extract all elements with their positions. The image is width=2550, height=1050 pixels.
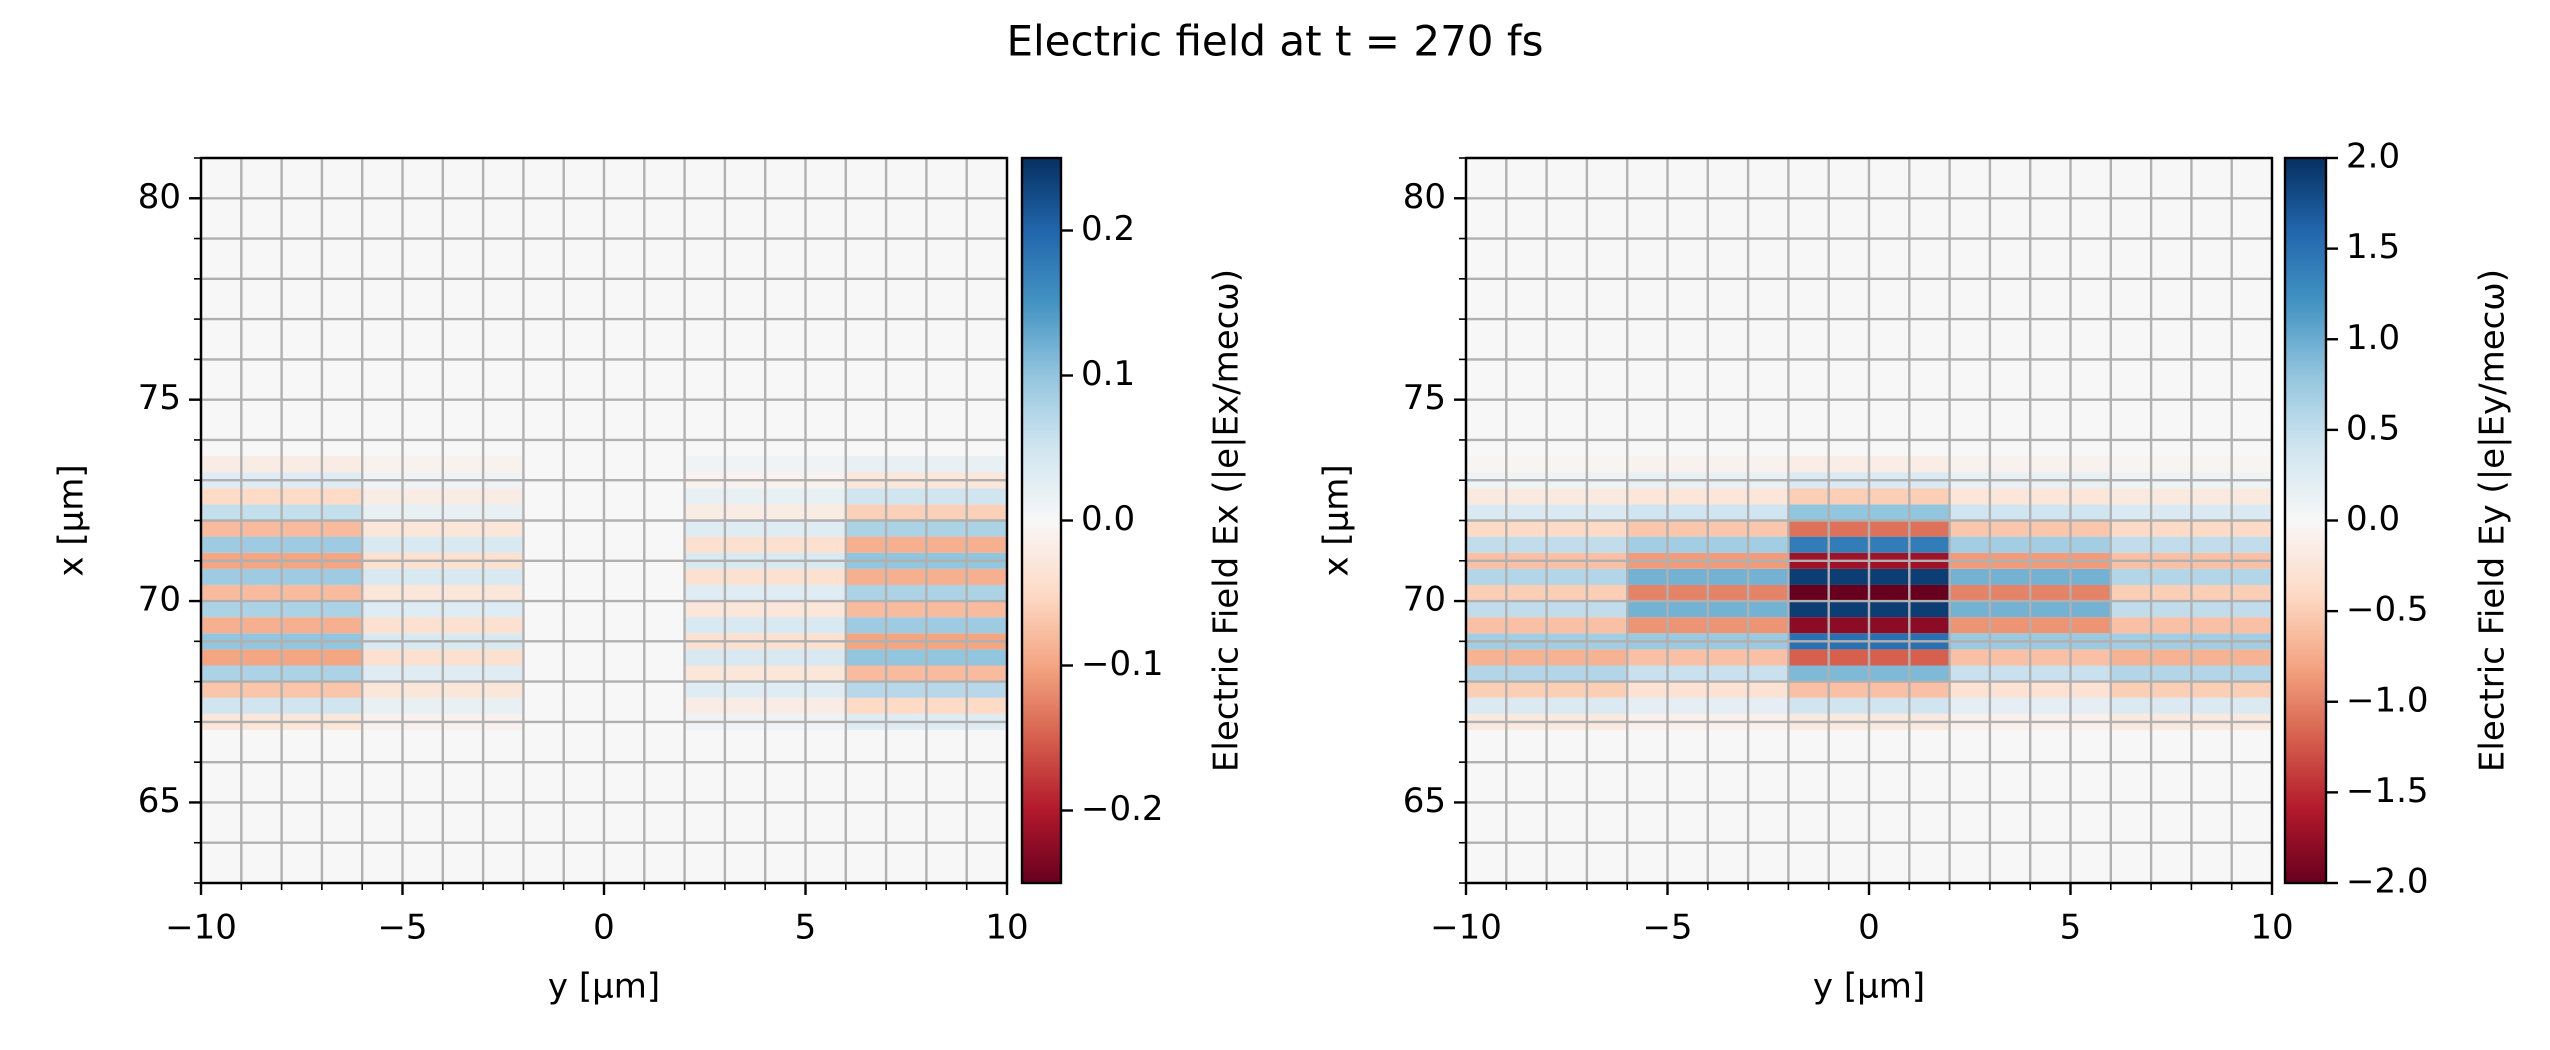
y-axis-label: x [µm] xyxy=(52,464,92,576)
y-tick-label: 80 xyxy=(138,177,181,217)
x-tick-label: 10 xyxy=(2250,908,2293,948)
colorbar xyxy=(2283,156,2328,885)
colorbar-tick-label: −0.5 xyxy=(2346,590,2429,630)
colorbar-tick-label: −2.0 xyxy=(2346,862,2429,902)
colorbar-tick-label: −0.2 xyxy=(1081,789,1164,829)
x-tick-label: −10 xyxy=(165,908,237,948)
x-tick-label: 10 xyxy=(985,908,1028,948)
y-tick-label: 70 xyxy=(1403,580,1446,620)
colorbar-tick-label: 0.0 xyxy=(2346,499,2400,539)
colorbar-label: Electric Field Ex (|e|Ex/mecω) xyxy=(1207,269,1247,772)
figure-title: Electric field at t = 270 fs xyxy=(1006,17,1543,66)
colorbar-tick-label: −1.0 xyxy=(2346,680,2429,720)
x-tick-label: 5 xyxy=(2060,908,2082,948)
y-tick-label: 65 xyxy=(1403,781,1446,821)
x-tick-label: −10 xyxy=(1430,908,1502,948)
x-axis-label: y [µm] xyxy=(1813,967,1925,1007)
colorbar-tick-label: 1.5 xyxy=(2346,227,2400,267)
colorbar-tick-label: 0.5 xyxy=(2346,408,2400,448)
colorbar-label: Electric Field Ey (|e|Ey/mecω) xyxy=(2473,269,2513,772)
colorbar-tick-label: −0.1 xyxy=(1081,644,1164,684)
colorbar-tick-label: 0.1 xyxy=(1081,354,1135,394)
x-tick-label: −5 xyxy=(377,908,427,948)
y-tick-label: 75 xyxy=(1403,378,1446,418)
x-tick-label: 5 xyxy=(795,908,817,948)
y-tick-label: 75 xyxy=(138,378,181,418)
colorbar-tick-label: 0.0 xyxy=(1081,499,1135,539)
colorbar xyxy=(1020,156,1063,885)
colorbar-tick-label: 1.0 xyxy=(2346,318,2400,358)
y-tick-label: 80 xyxy=(1403,177,1446,217)
y-tick-label: 70 xyxy=(138,580,181,620)
colorbar-tick-label: 2.0 xyxy=(2346,137,2400,177)
x-tick-label: 0 xyxy=(593,908,615,948)
x-tick-label: 0 xyxy=(1858,908,1880,948)
colorbar-tick-label: −1.5 xyxy=(2346,771,2429,811)
x-tick-label: −5 xyxy=(1642,908,1692,948)
y-tick-label: 65 xyxy=(138,781,181,821)
y-axis-label: x [µm] xyxy=(1317,464,1357,576)
x-axis-label: y [µm] xyxy=(548,967,660,1007)
colorbar-tick-label: 0.2 xyxy=(1081,209,1135,249)
